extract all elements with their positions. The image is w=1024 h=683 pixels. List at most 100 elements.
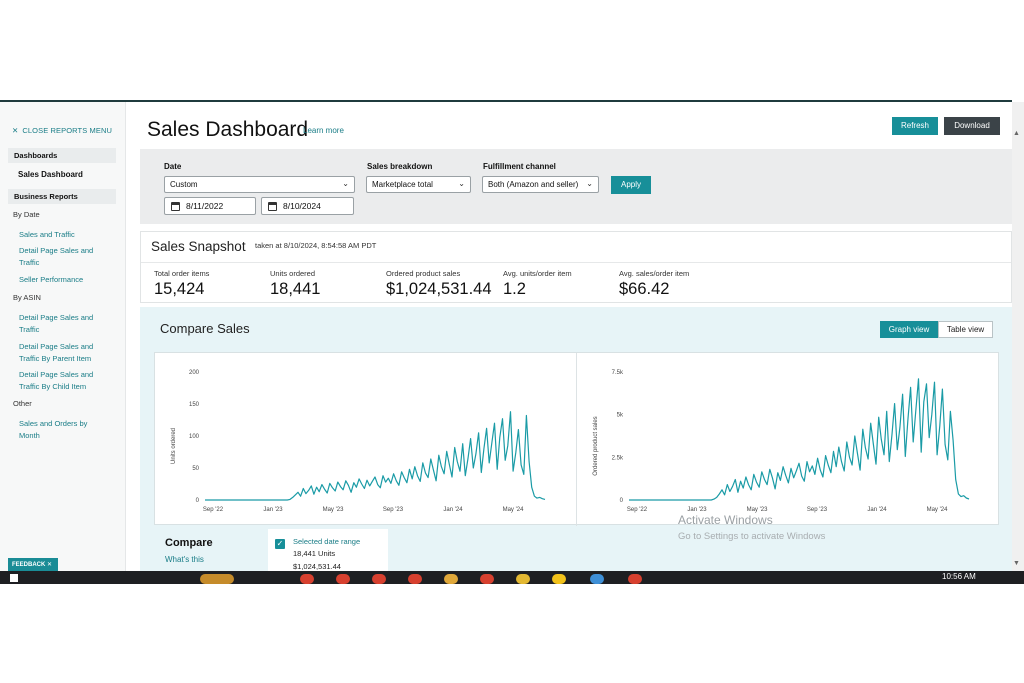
metric-label-avg-sales: Avg. sales/order item [619, 269, 690, 278]
windows-taskbar: 10:56 AM [0, 571, 1024, 584]
units-ordered-chart: 0 50 100 150 200 Units ordered Sep '22 Jan '23 M… [171, 370, 546, 513]
y-tick-label: 0 [196, 498, 200, 504]
sidebar-item-sales-and-traffic[interactable]: Sales and Traffic [19, 230, 75, 239]
filter-bar: Date Custom ⌄ 8/11/2022 8/10/2024 Sales … [140, 149, 1012, 224]
sidebar-item-seller-performance[interactable]: Seller Performance [19, 275, 84, 284]
graph-view-tab[interactable]: Graph view [880, 321, 938, 338]
taskbar-app-icon[interactable] [336, 574, 350, 584]
sales-breakdown-select[interactable]: Marketplace total ⌄ [366, 176, 471, 193]
selected-range-units: 18,441 Units [293, 549, 336, 558]
taskbar-app-icon[interactable] [408, 574, 422, 584]
y-tick-label: 5k [617, 413, 624, 419]
taskbar-app-icon[interactable] [372, 574, 386, 584]
taskbar-app-icon[interactable] [552, 574, 566, 584]
end-date-field[interactable]: 8/10/2024 [261, 197, 354, 215]
compare-label: Compare [165, 537, 213, 549]
taskbar-app-icon[interactable] [444, 574, 458, 584]
metric-label-avg-units: Avg. units/order item [503, 269, 572, 278]
close-icon: ✕ [12, 126, 19, 135]
metric-value-total-order-items: 15,424 [154, 280, 205, 298]
x-tick-label: May '23 [747, 507, 768, 513]
windows-start-icon[interactable] [10, 574, 18, 582]
chevron-down-icon: ⌄ [586, 179, 593, 188]
metric-value-units-ordered: 18,441 [270, 280, 321, 298]
chevron-down-icon: ⌄ [458, 179, 465, 188]
calendar-icon [171, 202, 180, 211]
taskbar-app-icon[interactable] [516, 574, 530, 584]
sidebar-section-business-reports: Business Reports [8, 189, 116, 204]
x-tick-label: Sep '22 [203, 507, 224, 513]
download-button[interactable]: Download [944, 117, 1000, 135]
reports-sidebar: ✕ CLOSE REPORTS MENU Dashboards Sales Das… [0, 102, 126, 580]
fulfillment-channel-select[interactable]: Both (Amazon and seller) ⌄ [482, 176, 599, 193]
metric-value-avg-sales: $66.42 [619, 280, 670, 298]
scroll-up-arrow-icon[interactable]: ▲ [1013, 130, 1020, 137]
metric-label-total-order-items: Total order items [154, 269, 210, 278]
chevron-down-icon: ⌄ [342, 179, 349, 188]
whats-this-link[interactable]: What's this [165, 555, 204, 564]
series-line [629, 378, 970, 501]
divider [141, 262, 1011, 263]
x-tick-label: Sep '23 [807, 507, 828, 513]
sidebar-item-detail-page-sales-traffic[interactable]: Detail Page Sales and Traffic [19, 246, 94, 267]
taskbar-clock: 10:56 AM [942, 572, 976, 581]
browser-content: ✕ CLOSE REPORTS MENU Dashboards Sales Das… [0, 102, 1024, 580]
sidebar-group-by-asin: By ASIN [13, 293, 41, 302]
y-tick-label: 150 [189, 402, 200, 408]
taskbar-app-icon[interactable] [300, 574, 314, 584]
metric-value-avg-units: 1.2 [503, 280, 526, 298]
selected-range-checkbox[interactable]: ✓ [275, 539, 285, 549]
y-axis-title: Ordered product sales [593, 416, 599, 475]
y-tick-label: 50 [192, 466, 199, 472]
date-select[interactable]: Custom ⌄ [164, 176, 355, 193]
calendar-icon [268, 202, 277, 211]
sidebar-group-other: Other [13, 399, 32, 408]
ordered-product-sales-chart: 0 2.5k 5k 7.5k Ordered product sales Sep '22 J… [593, 370, 970, 513]
y-tick-label: 2.5k [612, 455, 624, 461]
y-tick-label: 200 [189, 370, 200, 376]
close-icon: ✕ [47, 562, 53, 568]
compare-sales-panel: Compare Sales Graph view Table view 0 50 1… [140, 307, 1012, 580]
close-reports-menu-link[interactable]: ✕ CLOSE REPORTS MENU [12, 126, 112, 135]
page-title: Sales Dashboard [147, 118, 309, 141]
y-tick-label: 0 [620, 498, 624, 504]
apply-button[interactable]: Apply [611, 176, 651, 194]
feedback-button[interactable]: FEEDBACK ✕ [8, 558, 58, 571]
y-axis-title: Units ordered [171, 428, 177, 464]
scroll-down-arrow-icon[interactable]: ▼ [1013, 560, 1020, 567]
taskbar-app-icon[interactable] [480, 574, 494, 584]
y-tick-label: 7.5k [612, 370, 624, 376]
page-scrollbar[interactable] [1012, 102, 1024, 580]
taskbar-app-icon[interactable] [200, 574, 234, 584]
sidebar-item-sales-dashboard[interactable]: Sales Dashboard [18, 170, 83, 179]
selected-range-label: Selected date range [293, 537, 361, 546]
x-tick-label: May '24 [503, 507, 524, 513]
sidebar-group-by-date: By Date [13, 210, 40, 219]
start-date-field[interactable]: 8/11/2022 [164, 197, 256, 215]
metric-value-ordered-product-sales: $1,024,531.44 [386, 280, 492, 298]
x-tick-label: Sep '22 [627, 507, 648, 513]
table-view-tab[interactable]: Table view [938, 321, 993, 338]
x-tick-label: May '24 [927, 507, 948, 513]
sidebar-item-asin-child-item[interactable]: Detail Page Sales and Traffic By Child I… [19, 370, 94, 391]
snapshot-title: Sales Snapshot [151, 239, 246, 254]
x-tick-label: Jan '24 [443, 507, 463, 513]
sidebar-item-asin-detail-page[interactable]: Detail Page Sales and Traffic [19, 313, 94, 334]
taskbar-app-icon[interactable] [590, 574, 604, 584]
sidebar-item-sales-orders-by-month[interactable]: Sales and Orders by Month [19, 419, 88, 440]
y-tick-label: 100 [189, 434, 200, 440]
x-tick-label: Jan '23 [263, 507, 283, 513]
activate-windows-watermark: Activate Windows [678, 513, 773, 527]
sidebar-item-asin-parent-item[interactable]: Detail Page Sales and Traffic By Parent … [19, 342, 94, 363]
sidebar-section-dashboards: Dashboards [8, 148, 116, 163]
x-tick-label: Sep '23 [383, 507, 404, 513]
main-content: Sales Dashboard Learn more Refresh Downl… [126, 102, 1012, 580]
taskbar-app-icon[interactable] [628, 574, 642, 584]
compare-sales-title: Compare Sales [160, 321, 250, 336]
divider [576, 353, 577, 526]
learn-more-link[interactable]: Learn more [303, 126, 344, 135]
sales-breakdown-label: Sales breakdown [367, 162, 433, 171]
refresh-button[interactable]: Refresh [892, 117, 938, 135]
date-filter-label: Date [164, 162, 182, 171]
window-top-border [0, 100, 1012, 102]
